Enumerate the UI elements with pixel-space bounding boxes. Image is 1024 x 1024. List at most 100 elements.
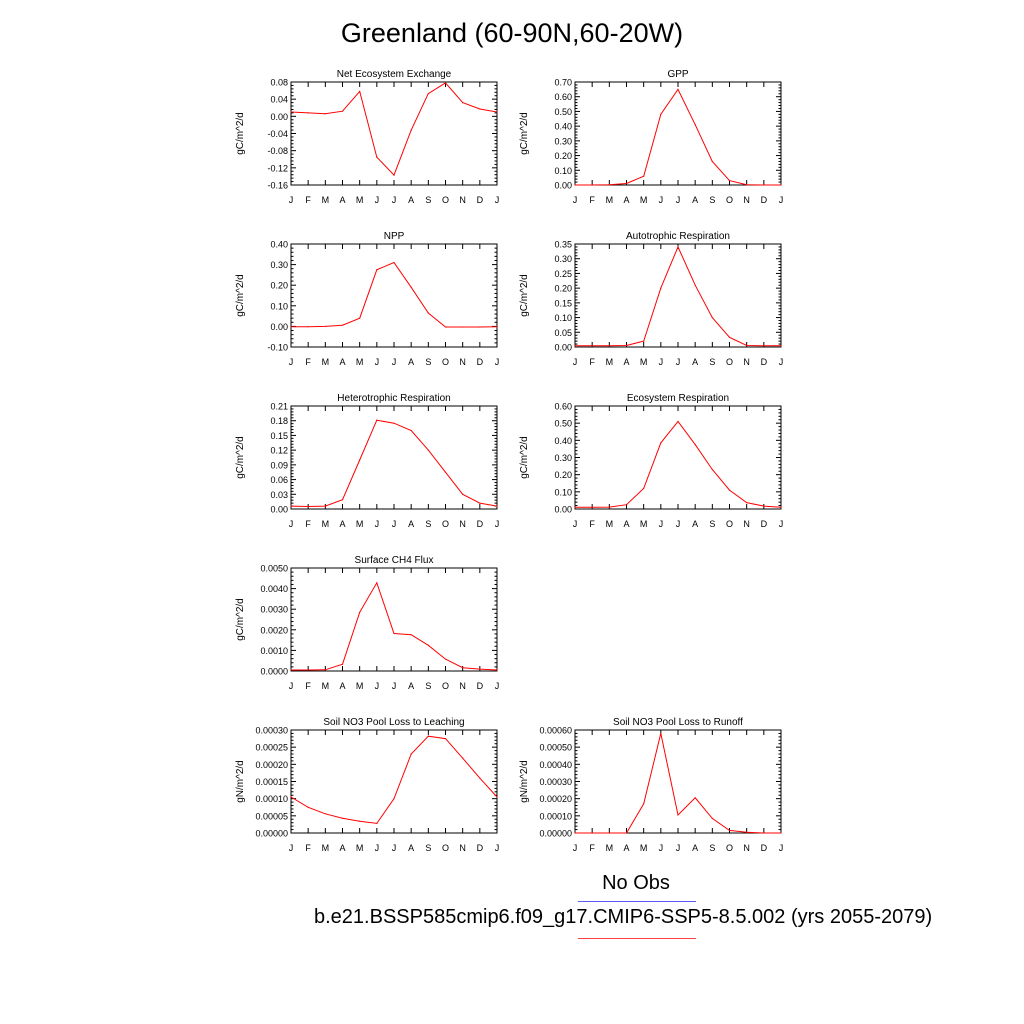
chart-title: Heterotrophic Respiration — [337, 393, 450, 404]
x-tick-label: N — [743, 195, 750, 205]
y-tick-label: 0.70 — [554, 78, 572, 88]
data-point — [574, 506, 576, 508]
chart-panel-4: Autotrophic Respiration gC/m^2/d 0.00 0.05 0… — [519, 231, 783, 367]
data-point — [643, 487, 645, 489]
x-tick-label: J — [289, 357, 294, 367]
x-tick-label: A — [623, 357, 629, 367]
y-tick-label: 0.50 — [554, 419, 572, 429]
legend-case-label: b.e21.BSSP585cmip6.f09_g17.CMIP6-SSP5-8.… — [314, 906, 933, 928]
data-point — [410, 286, 412, 288]
data-point — [324, 669, 326, 671]
data-point — [625, 504, 628, 506]
chart-panel-8: Soil NO3 Pool Loss to Leaching gN/m^2/d 0.… — [235, 717, 499, 853]
data-point — [574, 832, 576, 834]
chart-title: Surface CH4 Flux — [355, 555, 434, 566]
data-point — [608, 832, 610, 834]
data-point — [711, 160, 713, 163]
series-line — [290, 82, 498, 177]
data-point — [462, 493, 464, 495]
y-tick-label: 0.40 — [270, 240, 288, 250]
chart-panel-2: GPP gC/m^2/d 0.00 0.10 0.20 0.30 0.40 0.50 0.60 0… — [519, 69, 783, 205]
x-tick-label: A — [408, 195, 414, 205]
x-tick-label: A — [339, 519, 345, 529]
y-tick-label: 0.0040 — [260, 584, 288, 594]
chart-title: NPP — [384, 231, 405, 242]
x-tick-label: M — [606, 195, 614, 205]
y-tick-label: 0.21 — [270, 402, 288, 412]
x-tick-label: S — [709, 519, 715, 529]
y-axis-label: gC/m^2/d — [235, 274, 246, 317]
x-tick-label: S — [709, 195, 715, 205]
x-tick-label: J — [392, 843, 397, 853]
x-tick-label: S — [425, 519, 431, 529]
x-tick-label: F — [305, 519, 311, 529]
chart-panel-5: Heterotrophic Respiration gC/m^2/d 0.00 0.0… — [235, 393, 499, 529]
chart-title: Soil NO3 Pool Loss to Runoff — [613, 717, 743, 728]
data-point — [393, 632, 395, 635]
data-point — [728, 829, 731, 832]
x-tick-label: S — [425, 681, 431, 691]
plot-frame — [290, 729, 498, 834]
data-point — [746, 184, 748, 186]
data-point — [444, 471, 447, 473]
data-point — [763, 184, 765, 186]
y-tick-label: 0.50 — [554, 107, 572, 117]
data-point — [496, 111, 498, 113]
data-point — [694, 797, 696, 799]
y-tick-label: 0.10 — [554, 166, 572, 176]
data-point — [746, 344, 748, 347]
data-point — [324, 813, 326, 815]
y-axis-label: gN/m^2/d — [519, 760, 530, 803]
plot-frame — [290, 405, 498, 510]
data-point — [677, 246, 679, 248]
data-point — [643, 175, 645, 177]
data-point — [444, 658, 447, 660]
data-point — [427, 644, 429, 646]
x-tick-label: S — [425, 195, 431, 205]
data-point — [574, 345, 576, 347]
x-tick-label: J — [495, 519, 500, 529]
y-tick-label: 0.30 — [270, 260, 288, 270]
x-tick-label: M — [322, 843, 330, 853]
y-tick-label: 0.20 — [270, 281, 288, 291]
data-point — [479, 502, 481, 504]
x-tick-label: A — [408, 519, 414, 529]
page-title: Greenland (60-90N,60-20W) — [340, 18, 684, 48]
y-tick-label: 0.60 — [554, 402, 572, 412]
x-tick-label: M — [356, 357, 364, 367]
x-tick-label: M — [640, 843, 648, 853]
data-point — [341, 663, 344, 665]
data-point — [694, 444, 696, 446]
x-tick-label: A — [339, 357, 345, 367]
x-tick-label: J — [659, 357, 664, 367]
x-tick-label: J — [392, 195, 397, 205]
data-point — [711, 468, 713, 471]
y-tick-label: 0.0050 — [260, 564, 288, 574]
data-point — [677, 88, 679, 90]
x-tick-label: J — [375, 681, 380, 691]
x-tick-label: J — [495, 357, 500, 367]
data-point — [643, 803, 645, 805]
x-tick-label: N — [459, 195, 466, 205]
legend-obs-label: No Obs — [602, 872, 670, 894]
y-tick-label: 0.10 — [554, 313, 572, 323]
data-point — [324, 113, 326, 115]
x-tick-label: J — [495, 195, 500, 205]
y-tick-label: 0.25 — [554, 269, 572, 279]
y-tick-label: 0.00 — [554, 505, 572, 515]
data-point — [479, 668, 481, 670]
y-tick-label: 0.0030 — [260, 605, 288, 615]
x-tick-label: J — [573, 843, 578, 853]
chart-title: Soil NO3 Pool Loss to Leaching — [323, 717, 464, 728]
y-tick-label: -0.16 — [267, 181, 288, 191]
data-point — [780, 506, 782, 508]
x-tick-label: M — [640, 195, 648, 205]
data-point — [376, 582, 378, 584]
chart-title: Ecosystem Respiration — [627, 393, 729, 404]
data-point — [393, 261, 395, 264]
y-tick-label: 0.20 — [554, 151, 572, 161]
y-tick-label: 0.12 — [270, 446, 288, 456]
y-tick-label: 0.04 — [270, 95, 288, 105]
